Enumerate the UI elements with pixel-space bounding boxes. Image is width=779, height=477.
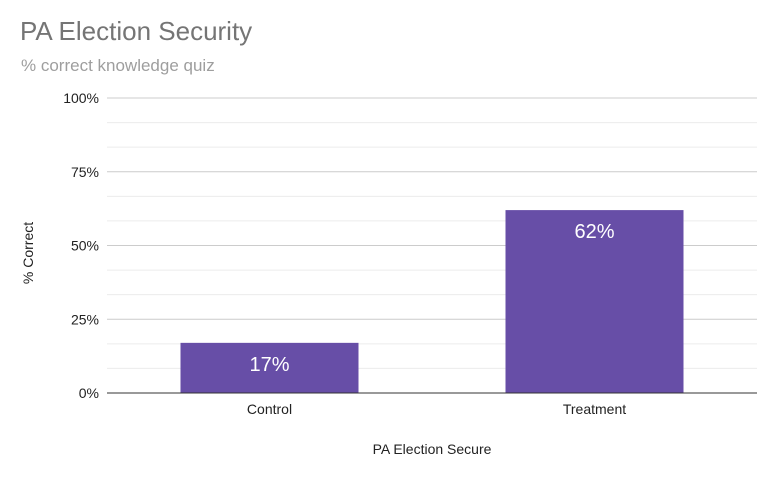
x-axis-ticks: Control Treatment [247, 401, 626, 417]
chart-subtitle: % correct knowledge quiz [21, 56, 215, 75]
x-tick-label: Treatment [563, 401, 626, 417]
y-tick-label: 50% [71, 238, 99, 254]
y-tick-label: 100% [63, 90, 99, 106]
bars: 17% 62% [107, 210, 757, 394]
bar-treatment [505, 210, 684, 393]
y-axis-ticks: 0% 25% 50% 75% 100% [63, 90, 99, 401]
y-axis-label: % Correct [20, 222, 36, 284]
chart-title: PA Election Security [20, 16, 252, 46]
y-tick-label: 75% [71, 164, 99, 180]
data-label: 62% [574, 221, 614, 243]
data-label: 17% [249, 354, 289, 376]
y-tick-label: 25% [71, 311, 99, 327]
y-tick-label: 0% [79, 385, 99, 401]
bar-control [180, 342, 359, 393]
x-axis-label: PA Election Secure [373, 441, 492, 457]
x-tick-label: Control [247, 401, 292, 417]
